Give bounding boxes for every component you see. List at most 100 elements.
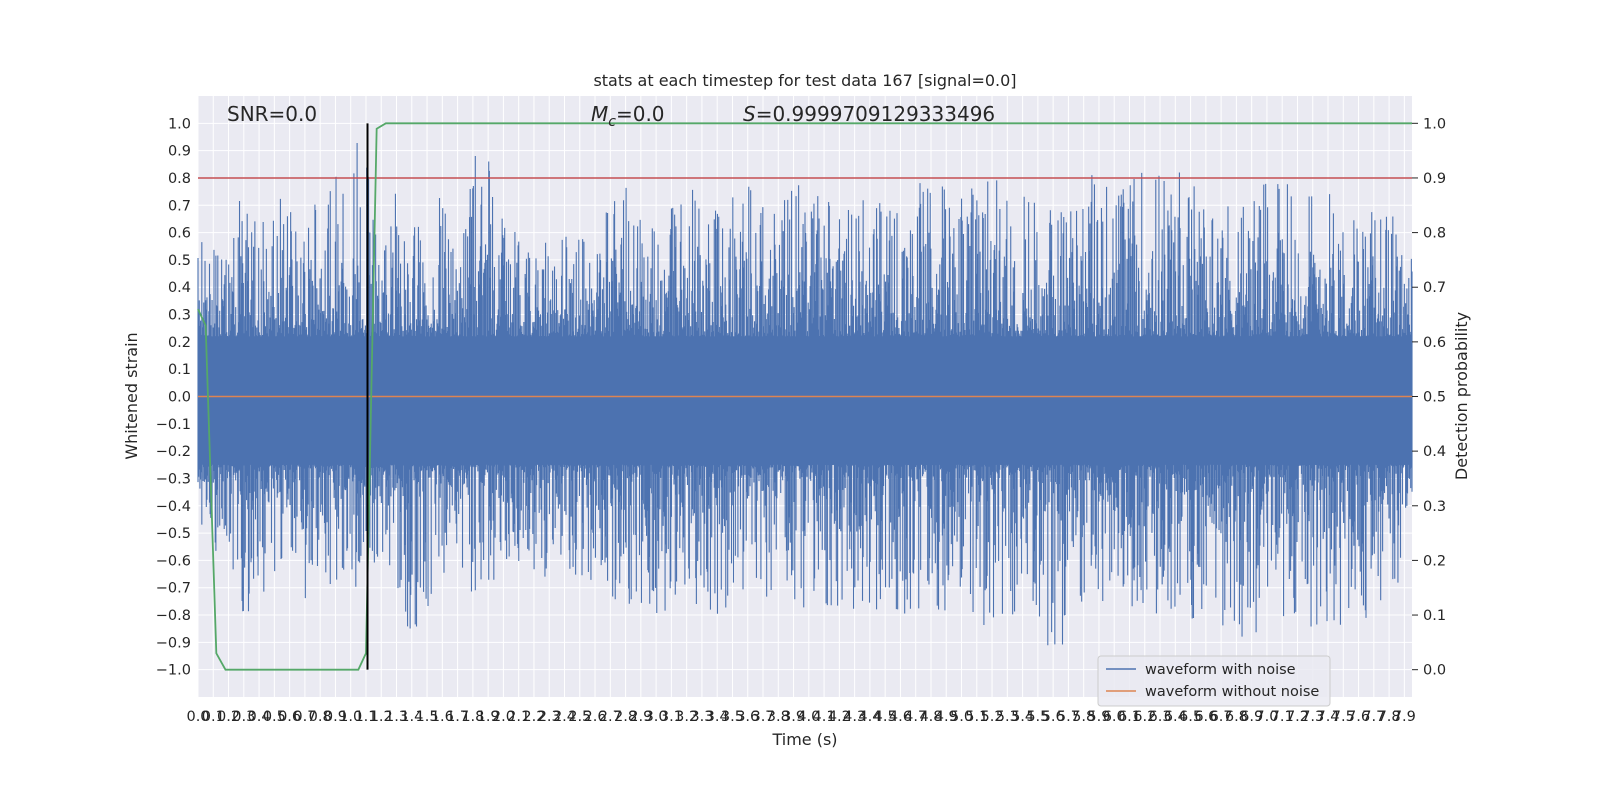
y-tick-label: −0.3	[156, 471, 191, 487]
y-tick-label: −0.1	[156, 417, 191, 433]
y-tick-label: 0.4	[168, 280, 191, 296]
y-tick-label: −0.5	[156, 526, 191, 542]
x-tick-label: 4.6	[889, 709, 912, 725]
y-axis-label: Whitened strain	[122, 332, 141, 459]
x-tick-label: 2.4	[553, 709, 576, 725]
x-tick-label: 1.0	[339, 709, 362, 725]
x-tick-label: 4.1	[813, 709, 836, 725]
series-detection-probability	[197, 122, 1412, 671]
x-tick-label: 7.7	[1362, 709, 1385, 725]
y2-tick-label: 0.7	[1423, 280, 1446, 296]
x-tick-label: 6.8	[1225, 709, 1248, 725]
x-tick-label: 0.1	[202, 709, 225, 725]
y-tick-label: 0.1	[168, 362, 191, 378]
x-tick-label: 6.9	[1240, 709, 1263, 725]
x-tick-label: 0.4	[248, 709, 271, 725]
y-tick-label: −1.0	[156, 663, 191, 679]
x-tick-label: 3.0	[645, 709, 668, 725]
x-tick-label: 5.4	[1011, 709, 1034, 725]
x-tick-label: 1.2	[370, 709, 393, 725]
x-tick-label: 1.9	[477, 709, 500, 725]
x-tick-label: 1.1	[354, 709, 377, 725]
x-tick-label: 7.2	[1286, 709, 1309, 725]
y-tick-label: −0.2	[156, 444, 191, 460]
y-tick-label: 1.0	[168, 116, 191, 132]
x-tick-label: 6.7	[1210, 709, 1233, 725]
x-tick-label: 0.9	[324, 709, 347, 725]
x-tick-label: 2.8	[614, 709, 637, 725]
x-tick-label: 0.8	[309, 709, 332, 725]
x-tick-label: 6.6	[1194, 709, 1217, 725]
y2-tick-label: 1.0	[1423, 116, 1446, 132]
x-tick-label: 4.7	[904, 709, 927, 725]
x-tick-label: 2.7	[599, 709, 622, 725]
y-tick-label: −0.8	[156, 608, 191, 624]
x-tick-label: 0.7	[293, 709, 316, 725]
x-tick-label: 7.3	[1301, 709, 1324, 725]
y-tick-label: 0.3	[168, 308, 191, 324]
y-tick-labels: 1.0 0.9 0.8 0.7 0.6 0.5 0.4 0.3 0.2 0.1 0.0 −0.1 −0.…	[156, 116, 191, 678]
x-tick-label: 5.7	[1057, 709, 1080, 725]
x-tick-label: 0.0	[186, 709, 209, 725]
legend: waveform with noise waveform without noi…	[1097, 655, 1331, 707]
x-tick-label: 7.9	[1393, 709, 1416, 725]
x-tick-label: 0.3	[232, 709, 255, 725]
x-tick-label: 5.6	[1042, 709, 1065, 725]
y-tick-label: −0.6	[156, 553, 191, 569]
x-tick-label: 2.5	[568, 709, 591, 725]
x-tick-label: 4.8	[919, 709, 942, 725]
snr-annotation: SNR=0.0	[227, 102, 317, 126]
x-tick-label: 4.5	[874, 709, 897, 725]
y-tick-label: 0.7	[168, 198, 191, 214]
x-tick-label: 1.6	[431, 709, 454, 725]
y2-tick-labels: 1.0 0.9 0.8 0.7 0.6 0.5 0.4 0.3 0.2 0.1 0.0	[1412, 116, 1446, 679]
x-tick-label: 4.2	[828, 709, 851, 725]
x-tick-label: 4.0	[797, 709, 820, 725]
y-tick-label: −0.4	[156, 499, 191, 515]
x-tick-label: 1.7	[446, 709, 469, 725]
y-tick-label: 0.9	[168, 144, 191, 160]
y2-tick-label: 0.8	[1423, 226, 1446, 242]
x-tick-label: 5.2	[981, 709, 1004, 725]
detection-statistic-annotation: S=0.9999709129333496	[743, 102, 995, 126]
y2-tick-label: 0.3	[1423, 499, 1446, 515]
x-tick-label: 5.3	[996, 709, 1019, 725]
y-tick-label: 0.0	[168, 390, 191, 406]
x-tick-label: 5.0	[950, 709, 973, 725]
x-tick-label: 7.0	[1255, 709, 1278, 725]
y-tick-label: −0.9	[156, 635, 191, 651]
x-tick-label: 6.3	[1149, 709, 1172, 725]
x-tick-label: 7.5	[1332, 709, 1355, 725]
x-tick-label: 3.8	[767, 709, 790, 725]
x-tick-label: 4.4	[858, 709, 881, 725]
x-tick-label: 5.1	[965, 709, 988, 725]
y2-tick-label: 0.1	[1423, 608, 1446, 624]
x-tick-label: 3.9	[782, 709, 805, 725]
y-tick-label: 0.5	[168, 253, 191, 269]
x-tick-label: 7.8	[1378, 709, 1401, 725]
legend-box	[1097, 655, 1331, 707]
x-tick-label: 6.2	[1133, 709, 1156, 725]
x-tick-label: 6.1	[1118, 709, 1141, 725]
x-tick-label: 1.5	[416, 709, 439, 725]
x-tick-label: 5.8	[1072, 709, 1095, 725]
x-tick-label: 7.6	[1347, 709, 1370, 725]
x-tick-label: 1.3	[385, 709, 408, 725]
x-tick-label: 3.2	[675, 709, 698, 725]
x-tick-label: 5.9	[1087, 709, 1110, 725]
x-tick-label: 2.1	[507, 709, 530, 725]
x-tick-label: 7.4	[1316, 709, 1339, 725]
legend-label-waveform-without-noise: waveform without noise	[1145, 684, 1319, 700]
x-tick-label: 6.4	[1164, 709, 1187, 725]
chart-title: stats at each timestep for test data 167…	[593, 71, 1016, 90]
y2-tick-label: 0.6	[1423, 335, 1446, 351]
chirp-mass-annotation: Mc=0.0	[591, 102, 665, 130]
x-tick-label: 3.4	[706, 709, 729, 725]
x-tick-label: 3.5	[721, 709, 744, 725]
x-tick-label: 3.3	[690, 709, 713, 725]
x-tick-label: 4.3	[843, 709, 866, 725]
x-tick-label: 7.1	[1271, 709, 1294, 725]
x-tick-label: 2.0	[492, 709, 515, 725]
x-tick-label: 0.2	[217, 709, 240, 725]
